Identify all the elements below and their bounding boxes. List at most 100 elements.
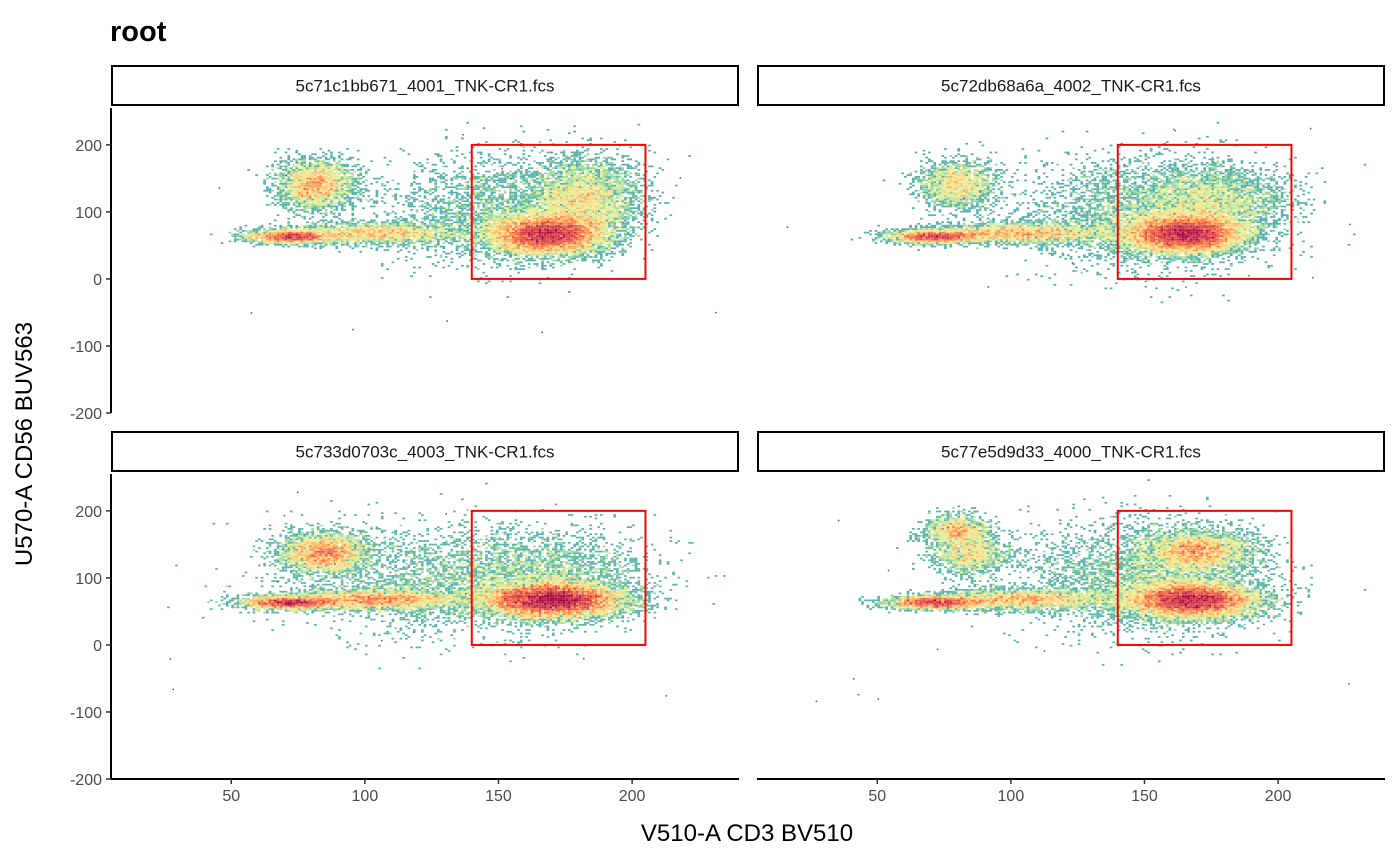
density-cell — [386, 214, 389, 216]
density-cell — [573, 227, 576, 229]
density-cell — [333, 227, 336, 229]
density-cell — [638, 235, 641, 237]
density-cell — [461, 244, 464, 246]
density-cell — [338, 213, 341, 215]
density-cell — [616, 200, 619, 202]
density-cell — [314, 178, 317, 180]
density-cell — [477, 176, 480, 178]
density-cell — [515, 247, 518, 249]
density-cell — [282, 241, 285, 243]
density-cell — [402, 204, 405, 206]
density-cell — [445, 225, 448, 227]
density-cell — [507, 176, 510, 178]
density-cell — [491, 216, 494, 218]
density-cell — [287, 188, 290, 190]
density-cell — [579, 197, 582, 199]
density-cell — [450, 251, 453, 253]
density-cell — [333, 221, 336, 223]
density-cell — [237, 234, 240, 236]
density-cell — [571, 274, 574, 276]
density-cell — [592, 220, 595, 222]
density-cell — [394, 193, 397, 195]
density-cell — [619, 244, 622, 246]
density-cell — [434, 183, 437, 185]
density-cell — [552, 254, 555, 256]
density-cell — [501, 197, 504, 199]
density-cell — [560, 241, 563, 243]
density-cell — [579, 188, 582, 190]
density-cell — [437, 261, 440, 263]
density-cell — [328, 195, 331, 197]
density-cell — [269, 204, 272, 206]
density-cell — [603, 260, 606, 262]
density-cell — [560, 197, 563, 199]
density-cell — [311, 209, 314, 211]
density-cell — [400, 227, 403, 229]
density-cell — [581, 211, 584, 213]
density-cell — [512, 246, 515, 248]
density-cell — [552, 267, 555, 269]
density-cell — [608, 178, 611, 180]
density-cell — [384, 188, 387, 190]
density-cell — [520, 221, 523, 223]
density-cell — [592, 235, 595, 237]
density-cell — [394, 239, 397, 241]
density-cell — [670, 214, 673, 216]
density-cell — [608, 190, 611, 192]
density-cell — [442, 267, 445, 269]
density-cell — [515, 227, 518, 229]
density-cell — [552, 211, 555, 213]
density-cell — [456, 204, 459, 206]
density-cell — [579, 214, 582, 216]
density-cell — [571, 227, 574, 229]
density-cell — [424, 190, 427, 192]
density-cell — [461, 216, 464, 218]
density-cell — [301, 237, 304, 239]
density-cell — [621, 230, 624, 232]
density-cell — [333, 183, 336, 185]
density-cell — [376, 241, 379, 243]
density-cell — [544, 244, 547, 246]
density-cell — [258, 244, 261, 246]
density-cell — [352, 242, 355, 244]
density-cell — [311, 197, 314, 199]
density-cell — [400, 216, 403, 218]
density-cell — [333, 190, 336, 192]
density-cell — [442, 230, 445, 232]
density-cell — [616, 227, 619, 229]
density-cell — [309, 235, 312, 237]
density-cell — [354, 192, 357, 194]
density-cell — [426, 216, 429, 218]
density-cell — [619, 185, 622, 187]
density-cell — [512, 192, 515, 194]
density-cell — [466, 181, 469, 183]
density-cell — [597, 232, 600, 234]
density-cell — [480, 213, 483, 215]
density-cell — [306, 190, 309, 192]
density-cell — [512, 199, 515, 201]
density-cell — [621, 186, 624, 188]
density-cell — [501, 216, 504, 218]
density-cell — [303, 244, 306, 246]
density-cell — [509, 268, 512, 270]
density-cell — [512, 181, 515, 183]
density-cell — [509, 225, 512, 227]
density-cell — [597, 260, 600, 262]
density-cell — [392, 232, 395, 234]
density-cell — [531, 200, 534, 202]
density-cell — [560, 214, 563, 216]
density-cell — [592, 199, 595, 201]
density-cell — [301, 190, 304, 192]
density-cell — [322, 173, 325, 175]
density-cell — [605, 192, 608, 194]
density-cell — [480, 192, 483, 194]
density-cell — [613, 213, 616, 215]
density-cell — [488, 230, 491, 232]
density-cell — [525, 230, 528, 232]
density-cell — [507, 228, 510, 230]
density-cell — [392, 221, 395, 223]
density-cell — [573, 202, 576, 204]
density-cell — [592, 185, 595, 187]
density-cell — [557, 227, 560, 229]
density-cell — [523, 192, 526, 194]
